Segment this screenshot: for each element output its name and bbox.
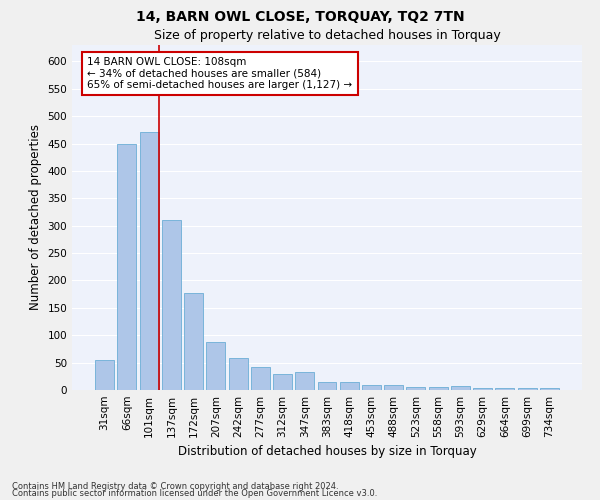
Bar xyxy=(406,386,425,390)
Bar xyxy=(540,388,559,390)
Bar xyxy=(118,144,136,390)
Bar xyxy=(273,374,292,390)
Y-axis label: Number of detached properties: Number of detached properties xyxy=(29,124,42,310)
Title: Size of property relative to detached houses in Torquay: Size of property relative to detached ho… xyxy=(154,30,500,43)
Bar xyxy=(384,384,403,390)
Bar xyxy=(295,372,314,390)
Text: Contains public sector information licensed under the Open Government Licence v3: Contains public sector information licen… xyxy=(12,490,377,498)
Bar xyxy=(229,358,248,390)
Bar xyxy=(518,388,536,390)
Bar xyxy=(496,388,514,390)
Bar xyxy=(362,384,381,390)
Bar xyxy=(206,342,225,390)
Text: 14, BARN OWL CLOSE, TORQUAY, TQ2 7TN: 14, BARN OWL CLOSE, TORQUAY, TQ2 7TN xyxy=(136,10,464,24)
Bar xyxy=(451,386,470,390)
Bar xyxy=(473,388,492,390)
Text: 14 BARN OWL CLOSE: 108sqm
← 34% of detached houses are smaller (584)
65% of semi: 14 BARN OWL CLOSE: 108sqm ← 34% of detac… xyxy=(88,57,352,90)
Text: Contains HM Land Registry data © Crown copyright and database right 2024.: Contains HM Land Registry data © Crown c… xyxy=(12,482,338,491)
Bar xyxy=(251,367,270,390)
Bar xyxy=(317,382,337,390)
Bar xyxy=(429,386,448,390)
Bar xyxy=(95,360,114,390)
X-axis label: Distribution of detached houses by size in Torquay: Distribution of detached houses by size … xyxy=(178,446,476,458)
Bar xyxy=(162,220,181,390)
Bar xyxy=(140,132,158,390)
Bar xyxy=(340,382,359,390)
Bar xyxy=(184,293,203,390)
